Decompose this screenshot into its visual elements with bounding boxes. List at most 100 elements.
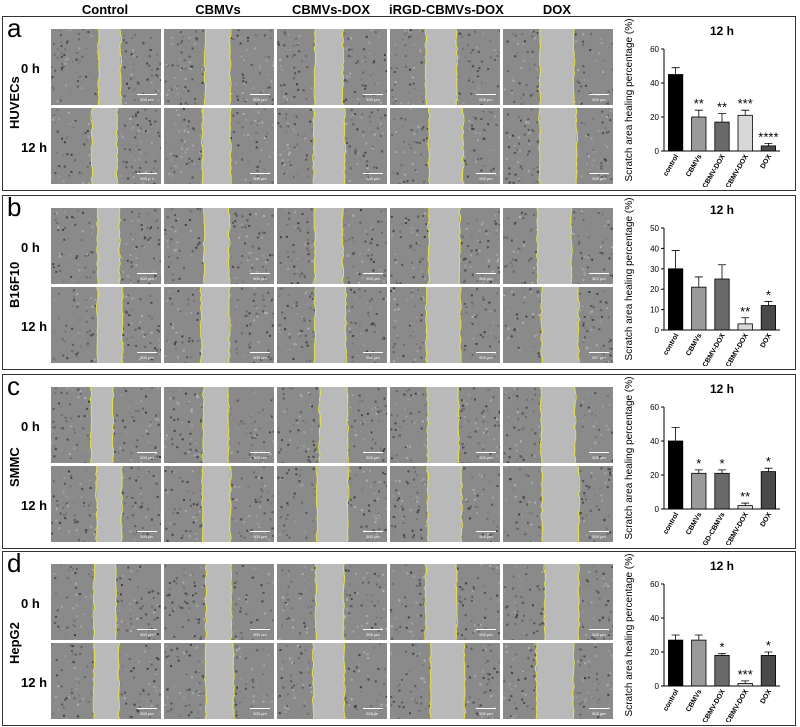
micrograph: 500 μm	[51, 208, 161, 284]
micrograph: 500 μm	[164, 287, 274, 363]
scale-bar-label: 500 μm	[366, 455, 380, 460]
y-tick-label: 50	[650, 224, 659, 233]
category-label: DOX	[759, 153, 773, 170]
time-label: 12 h	[21, 498, 47, 513]
bar	[692, 473, 706, 509]
y-tick-label: 10	[650, 306, 659, 315]
y-tick-label: 0	[655, 505, 660, 514]
category-label: CBMVs	[685, 332, 703, 357]
bar	[738, 506, 752, 509]
y-tick-label: 40	[650, 244, 659, 253]
scale-bar-label: 500 μm	[366, 97, 380, 102]
micrograph: 500 μm	[51, 29, 161, 105]
significance-label: **	[717, 100, 727, 115]
bar	[692, 287, 706, 330]
scale-bar-label: 500 μm	[592, 455, 606, 460]
bar	[761, 306, 775, 330]
significance-label: **	[740, 489, 750, 504]
y-tick-label: 0	[655, 147, 660, 156]
micrograph: 500 μm	[277, 29, 387, 105]
error-bar	[695, 635, 703, 640]
bar	[715, 655, 729, 686]
scale-bar-label: 500 μm	[592, 534, 606, 539]
bar	[668, 640, 682, 686]
micrograph: 500 μm	[277, 564, 387, 640]
y-tick-label: 40	[650, 614, 659, 623]
time-label: 0 h	[21, 61, 40, 76]
micrograph: 500 μm	[390, 108, 500, 184]
micrograph: 500 μm	[277, 208, 387, 284]
scale-bar-label: 500 μm	[592, 276, 606, 281]
scale-bar-label: 500 μm	[366, 711, 380, 716]
time-label: 12 h	[21, 675, 47, 690]
micrograph: 500 μm	[51, 108, 161, 184]
micrograph: 500 μm	[277, 387, 387, 463]
bar	[692, 640, 706, 686]
error-bar	[672, 635, 680, 640]
scale-bar-label: 500 μm	[592, 97, 606, 102]
micrograph: 500 μm	[164, 29, 274, 105]
cell-line-label: SMMC	[7, 447, 22, 487]
bar	[738, 324, 752, 330]
significance-label: ***	[738, 667, 753, 682]
scale-bar-label: 500 μm	[479, 276, 493, 281]
micrograph: 500 μm	[277, 287, 387, 363]
chart-title: 12 h	[710, 382, 734, 396]
scale-bar-label: 500 μm	[253, 276, 267, 281]
scale-bar-label: 500 μm	[479, 455, 493, 460]
y-tick-label: 40	[650, 437, 659, 446]
micrograph: 500 μm	[390, 466, 500, 542]
micrograph: 500 μm	[390, 387, 500, 463]
category-label: CBMVs	[685, 688, 703, 713]
time-label: 12 h	[21, 140, 47, 155]
error-bar	[695, 277, 703, 287]
time-label: 12 h	[21, 319, 47, 334]
micrograph: 500 μm	[164, 208, 274, 284]
micrograph: 500 μm	[390, 643, 500, 719]
significance-label: ***	[738, 96, 753, 111]
category-label: control	[662, 332, 680, 356]
micrograph: 500 μm	[277, 108, 387, 184]
error-bar	[718, 114, 726, 123]
category-label: iRGD-CBMVs	[698, 511, 726, 545]
panel-letter: a	[7, 13, 21, 44]
scale-bar-label: 500 μm	[366, 534, 380, 539]
category-label: CBMV-DOX	[702, 153, 727, 187]
y-axis-label: Scratch area healing percentage (%)	[624, 377, 635, 539]
y-tick-label: 0	[655, 326, 660, 335]
bar	[715, 279, 729, 330]
micrograph: 500 μm	[277, 643, 387, 719]
time-label: 0 h	[21, 419, 40, 434]
scale-bar-label: 500 μm	[253, 455, 267, 460]
bar-chart: 12 h Scratch area healing percentage (%) 0…	[618, 377, 790, 545]
chart-title: 12 h	[710, 203, 734, 217]
bar	[738, 115, 752, 151]
chart-title: 12 h	[710, 559, 734, 573]
chart-title: 12 h	[710, 24, 734, 38]
y-axis-label: Scratch area healing percentage (%)	[624, 198, 635, 360]
significance-label: *	[766, 638, 771, 653]
y-tick-label: 60	[650, 403, 659, 412]
micrograph: 500 μm	[503, 564, 613, 640]
bar	[761, 146, 775, 151]
healing-chart: 12 h Scratch area healing percentage (%) 0…	[618, 377, 790, 550]
bar	[668, 441, 682, 509]
bar	[761, 655, 775, 686]
column-header: iRGD-CBMVs-DOX	[389, 2, 499, 17]
category-label: DOX	[759, 511, 773, 528]
scale-bar-label: 500 μm	[140, 534, 154, 539]
y-tick-label: 60	[650, 580, 659, 589]
y-tick-label: 30	[650, 265, 659, 274]
scale-bar-label: 500 μm	[592, 632, 606, 637]
scale-bar-label: 500 μm	[366, 276, 380, 281]
scale-bar-label: 500 μm	[366, 632, 380, 637]
category-label: control	[662, 153, 680, 177]
category-label: CBMV-DOX	[702, 332, 727, 366]
bar	[692, 117, 706, 151]
bar	[668, 269, 682, 330]
